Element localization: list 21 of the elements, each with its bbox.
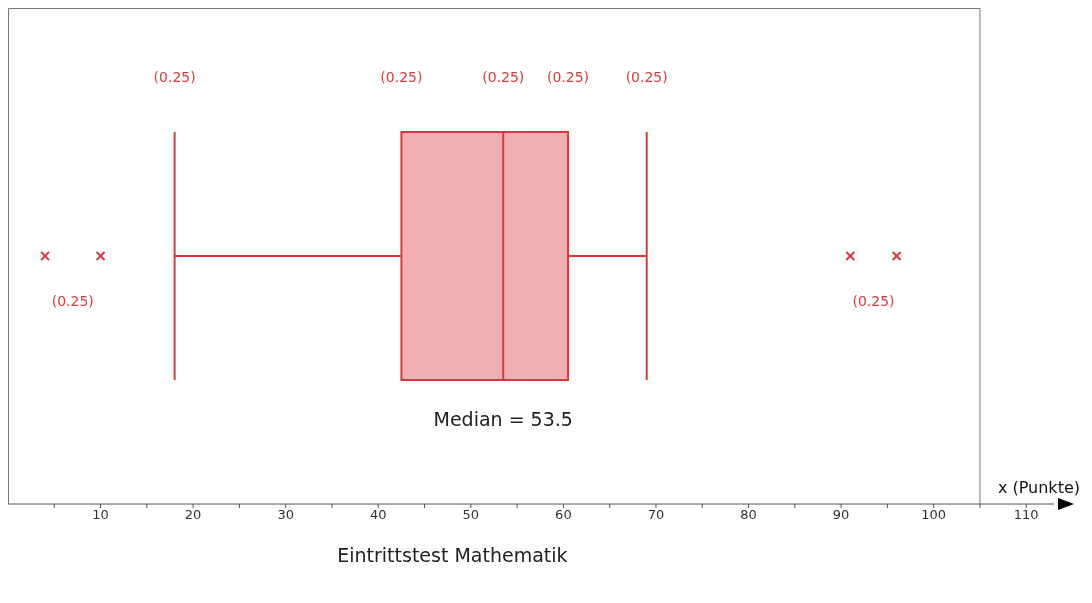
annotation: (0.25) (153, 69, 196, 86)
x-tick-label: 30 (277, 507, 294, 523)
x-tick-label: 70 (647, 507, 665, 523)
x-axis-title: x (Punkte) (997, 478, 1080, 497)
x-tick-label: 20 (184, 507, 202, 523)
x-tick-label: 100 (921, 507, 947, 523)
x-tick-label: 80 (740, 507, 757, 523)
annotation: (0.25) (51, 292, 94, 309)
annotation: (0.25) (482, 69, 525, 86)
x-tick-label: 50 (462, 507, 480, 523)
annotation: (0.25) (852, 292, 895, 309)
annotation: (0.25) (546, 69, 590, 86)
x-tick-label: 60 (555, 507, 572, 523)
annotation: (0.25) (625, 69, 668, 86)
x-tick-label: 10 (92, 507, 109, 523)
text: Eintrittstest Mathematik (336, 544, 568, 566)
x-tick-label: 90 (832, 507, 850, 523)
annotation: Median = 53.5 (433, 408, 573, 431)
x-tick-label: 40 (369, 507, 387, 523)
annotation: (0.25) (380, 69, 423, 86)
x-tick-label: 110 (1013, 507, 1039, 523)
